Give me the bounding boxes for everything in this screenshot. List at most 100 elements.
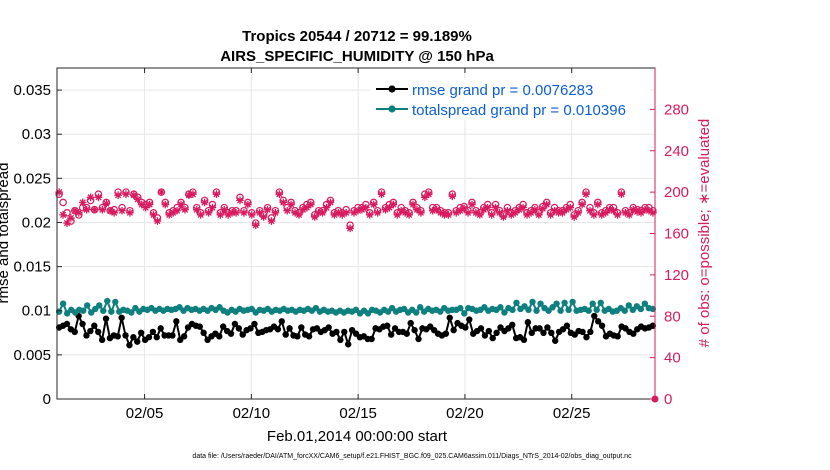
point-rmse [102,315,110,322]
point-obs-evaluated [641,205,649,214]
point-obs-evaluated [126,209,134,217]
point-rmse [411,326,418,334]
point-obs-evaluated [192,205,201,214]
point-obs-evaluated [405,211,413,219]
point-obs-evaluated [582,190,590,198]
point-obs-evaluated [377,190,386,198]
point-rmse [294,333,301,340]
point-obs-evaluated [365,211,374,219]
point-obs-evaluated [362,203,370,212]
point-totalspread [55,308,63,315]
point-rmse [200,329,207,336]
y-right-tick-label: 120 [664,267,689,284]
point-obs-evaluated [562,205,571,214]
point-obs-evaluated [542,200,551,209]
point-rmse [477,325,485,332]
x-tick-label: 02/15 [339,405,377,422]
point-obs-evaluated [487,211,496,219]
point-rmse [227,330,235,337]
point-rmse [94,328,102,336]
point-rmse [528,329,535,336]
point-rmse [462,324,469,331]
point-rmse [344,341,352,348]
point-rmse [298,324,305,331]
point-obs-evaluated [306,200,315,209]
point-rmse [548,329,555,336]
point-obs-evaluated [535,211,543,219]
point-obs-evaluated [444,211,453,219]
point-totalspread [585,307,592,314]
point-obs-evaluated [295,211,303,219]
point-obs-evaluated [153,217,162,225]
point-rmse [415,335,422,343]
legend: rmse grand pr = 0.0076283 totalspread gr… [370,78,650,120]
data-file-footnote: data file: /Users/raeder/DAI/ATM_forcXX/… [192,453,632,460]
point-obs-evaluated [314,209,323,217]
point-obs-evaluated [633,207,641,216]
point-obs-evaluated [531,205,539,214]
point-obs-evaluated [342,209,350,217]
point-obs-evaluated [149,211,158,219]
point-totalspread [108,308,115,315]
point-obs-evaluated [291,209,299,217]
point-obs-evaluated [625,211,634,219]
point-rmse [466,316,473,323]
point-rmse [251,320,258,328]
point-rmse [333,328,340,336]
point-obs-evaluated [326,198,335,207]
point-obs-evaluated [550,206,559,215]
point-obs-evaluated [255,209,264,217]
point-obs-evaluated [145,200,154,209]
point-totalspread [637,305,645,313]
point-obs-evaluated [358,205,366,214]
point-totalspread [621,307,628,314]
point-obs-evaluated [645,206,653,215]
point-obs-evaluated [452,209,461,217]
point-totalspread [553,300,560,307]
axis-ticks: 02/05 02/10 02/15 02/20 02/25 0 0.005 0.01 0.015… [13,68,689,422]
y-left-tick-label: 0.03 [22,126,51,143]
point-totalspread [593,306,600,314]
point-obs-evaluated [59,211,67,219]
point-rmse [481,332,489,339]
point-obs-evaluated [586,206,594,215]
point-obs-evaluated [322,203,331,212]
point-obs-evaluated [318,209,327,217]
point-obs-evaluated [259,213,268,221]
point-rmse [180,333,188,340]
y-left-tick-label: 0.02 [22,214,51,231]
point-obs-evaluated [78,198,87,207]
point-obs-evaluated [617,190,626,198]
point-totalspread [461,310,468,317]
point-rmse [520,336,528,344]
point-obs-evaluated [519,203,527,212]
point-totalspread [59,300,67,307]
point-obs-evaluated [283,206,291,215]
point-rmse [91,322,98,329]
point-obs-evaluated [538,204,547,213]
point-rmse [403,330,410,337]
point-rmse [157,325,164,332]
point-obs-evaluated [511,209,520,217]
point-obs-evaluated [299,205,307,214]
point-obs-evaluated [251,221,260,230]
point-obs-evaluated [71,206,79,215]
point-rmse [219,323,227,330]
y-left-tick-label: 0 [43,391,51,408]
point-rmse [98,336,106,344]
point-obs-evaluated [90,205,99,214]
point-totalspread [104,297,111,305]
point-obs-evaluated [546,211,555,219]
point-rmse [71,328,78,336]
point-totalspread [80,307,87,314]
point-rmse [130,334,137,341]
point-obs-evaluated [354,206,362,215]
point-rmse [450,326,457,334]
point-obs-evaluated [578,200,586,209]
point-obs-evaluated [503,206,512,215]
point-rmse [87,327,94,335]
y-right-tick-label: 40 [664,350,681,367]
point-rmse [446,314,453,321]
point-obs-evaluated [558,209,567,217]
point-obs-evaluated [397,206,406,215]
